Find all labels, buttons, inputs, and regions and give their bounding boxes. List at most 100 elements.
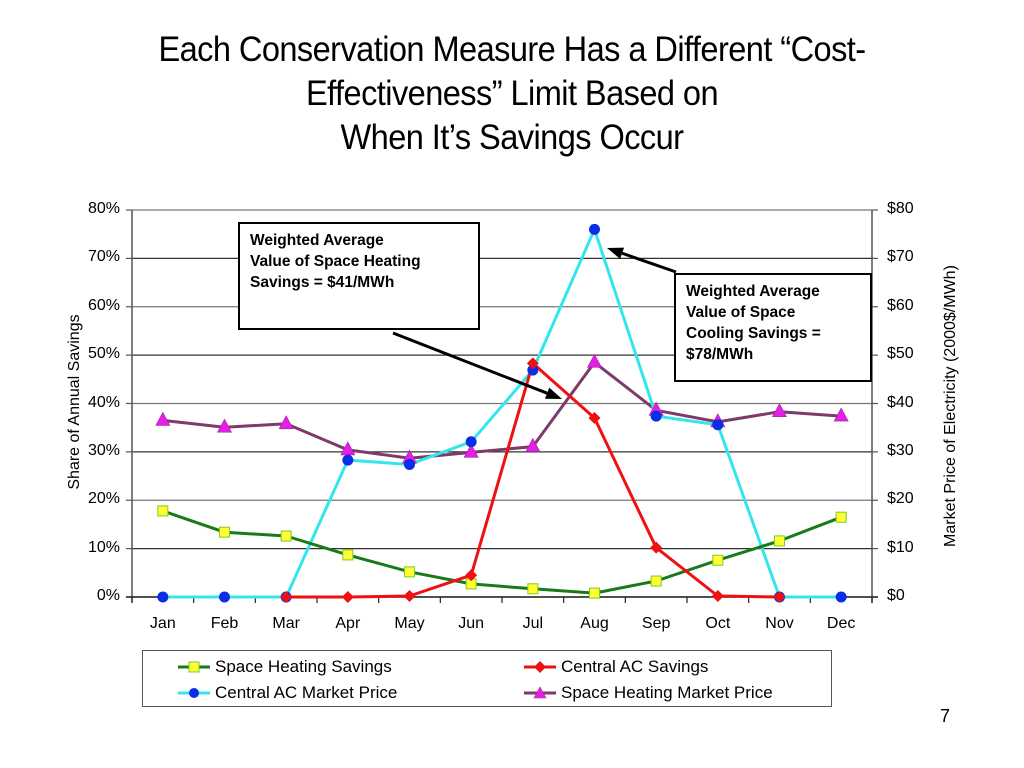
legend-label: Central AC Market Price: [215, 683, 398, 702]
data-point-triangle: [216, 418, 233, 433]
legend-diamond-icon: [524, 661, 556, 673]
data-point-circle: [712, 419, 724, 431]
data-point-square: [774, 535, 785, 547]
heating-annotation-line: Savings = $41/MWh: [250, 274, 395, 291]
data-point-square: [342, 549, 354, 561]
x-tick-label: Jul: [522, 615, 544, 632]
data-point-circle: [589, 223, 600, 235]
x-tick-label: May: [394, 615, 425, 632]
legend-item-central-ac-savings: Central AC Savings: [523, 656, 708, 678]
y-tick-label: 10%: [87, 538, 120, 556]
y2-tick-label: $80: [887, 200, 914, 217]
data-point-diamond: [526, 357, 539, 370]
data-point-square: [219, 526, 230, 538]
y-tick-label: 80%: [87, 200, 120, 217]
data-point-triangle: [155, 411, 171, 426]
data-point-triangle: [833, 407, 849, 422]
heating-annotation-line: Value of Space Heating: [250, 253, 421, 270]
y2-tick-label: $60: [887, 296, 914, 314]
x-tick-label: Dec: [826, 615, 856, 632]
x-tick-label: Nov: [765, 615, 794, 632]
data-point-square: [589, 587, 600, 599]
cooling-annotation-line: Value of Space: [686, 304, 796, 321]
data-point-circle: [404, 458, 415, 470]
heating-arrow-icon: [392, 331, 562, 399]
series-line-central-ac-market-price: [162, 227, 842, 599]
cooling-annotation-line: Weighted Average: [686, 283, 820, 300]
arrow-shaft: [392, 331, 548, 395]
data-point-triangle: [771, 403, 788, 418]
legend-square-icon: [178, 661, 210, 673]
data-point-diamond: [280, 591, 293, 603]
x-tick-label: Jan: [149, 615, 176, 632]
heating-annotation-line: Weighted Average: [250, 232, 384, 249]
arrow-shaft: [621, 251, 677, 274]
legend-triangle-icon: [524, 686, 556, 699]
arrow-head: [544, 387, 562, 399]
y-tick-label: 70%: [87, 248, 120, 266]
y-tick-label: 40%: [87, 393, 120, 411]
data-point-diamond: [341, 591, 354, 603]
data-point-triangle: [525, 437, 541, 452]
x-tick-label: Oct: [705, 615, 731, 632]
legend-label: Central AC Savings: [561, 657, 709, 676]
y2-tick-label: $40: [887, 393, 914, 411]
page-number: 7: [940, 706, 951, 726]
y2-tick-label: $50: [887, 345, 914, 363]
y2-tick-label: $70: [887, 248, 914, 266]
y-tick-label: 60%: [87, 296, 120, 314]
y-tick-label: 30%: [87, 441, 120, 459]
y2-tick-label: $20: [887, 490, 914, 508]
y2-tick-label: $30: [887, 441, 914, 459]
data-point-square: [650, 575, 662, 587]
title-line-2: Effectiveness” Limit Based on: [305, 74, 719, 113]
data-point-circle: [527, 364, 539, 376]
y2-tick-label: $0: [887, 587, 905, 604]
slide-title: Each Conservation Measure Has a Differen…: [36, 28, 988, 160]
series-markers: [155, 223, 849, 603]
legend-item-central-ac-market-price: Central AC Market Price: [177, 682, 397, 704]
data-point-circle: [650, 410, 662, 422]
x-tick-label: Sep: [641, 615, 671, 632]
legend-item-space-heating-savings: Space Heating Savings: [177, 656, 392, 678]
x-tick-label: Mar: [272, 615, 300, 632]
legend-label: Space Heating Market Price: [561, 683, 773, 702]
data-point-diamond: [773, 591, 786, 603]
x-tick-label: Apr: [335, 615, 361, 632]
data-point-square: [280, 530, 292, 542]
cooling-annotation-box: Weighted Average Value of Space Cooling …: [674, 273, 872, 382]
y-tick-label: 20%: [87, 490, 120, 508]
data-point-circle: [342, 454, 354, 466]
legend-item-space-heating-market-price: Space Heating Market Price: [523, 682, 773, 704]
series-line-space-heating-savings: [162, 509, 842, 595]
x-tick-label: Feb: [210, 615, 239, 632]
data-point-diamond: [465, 569, 478, 582]
data-point-triangle: [463, 443, 479, 458]
y2-axis-title: Market Price of Electricity (2000$/MWh): [942, 265, 959, 547]
data-point-square: [835, 511, 847, 523]
title-line-3: When It’s Savings Occur: [340, 118, 685, 157]
series-line-central-ac-savings: [286, 361, 780, 599]
data-point-square: [404, 566, 415, 578]
x-tick-label: Jun: [458, 615, 485, 632]
cooling-annotation-line: Cooling Savings =: [686, 325, 821, 342]
arrow-head: [607, 247, 625, 259]
chart-legend: Space Heating Savings Central AC Savings…: [142, 650, 832, 707]
cooling-annotation-line: $78/MWh: [686, 346, 754, 363]
title-line-1: Each Conservation Measure Has a Differen…: [158, 30, 866, 69]
data-point-circle: [157, 591, 169, 603]
legend-label: Space Heating Savings: [215, 657, 392, 676]
data-point-triangle: [278, 415, 294, 430]
data-point-square: [157, 505, 169, 517]
data-point-square: [712, 554, 724, 566]
heating-annotation-box: Weighted Average Value of Space Heating …: [238, 222, 480, 330]
data-point-square: [527, 583, 539, 595]
x-tick-label: Aug: [580, 615, 609, 632]
data-point-diamond: [711, 590, 724, 603]
data-point-diamond: [650, 541, 663, 554]
data-point-diamond: [403, 590, 416, 603]
y-tick-label: 0%: [96, 587, 120, 604]
cooling-arrow-icon: [607, 247, 677, 274]
data-point-circle: [835, 591, 847, 603]
